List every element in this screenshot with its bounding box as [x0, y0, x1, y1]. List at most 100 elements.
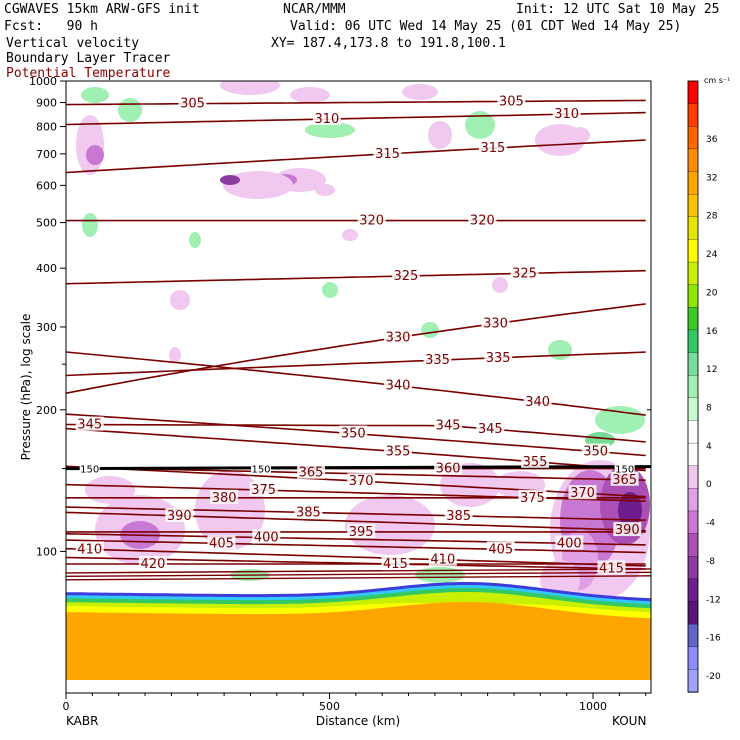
velocity-blob: [85, 476, 135, 504]
left-station-label: KABR: [66, 714, 99, 728]
colorbar-swatch: [687, 465, 699, 489]
colorbar-swatch: [687, 420, 699, 444]
boundary-layer-band: [66, 602, 651, 693]
velocity-blob: [86, 145, 104, 165]
theta-label-410: 410: [77, 542, 102, 557]
plot-frame: [65, 80, 652, 694]
colorbar-tick-label: 4: [706, 442, 712, 452]
velocity-blob: [118, 98, 142, 122]
y-tick-label: 1000: [29, 75, 57, 88]
colorbar-swatch: [687, 126, 699, 150]
y-tick-label: 600: [36, 179, 57, 192]
y-tick-label: 100: [36, 545, 57, 558]
theta-label-390: 390: [615, 523, 640, 538]
field-label-boundary-layer: Boundary Layer Tracer: [6, 51, 171, 66]
theta-contour-345: [66, 423, 646, 443]
theta-label-bg: [523, 393, 552, 408]
colorbar-swatch: [687, 171, 699, 195]
theta-label-bg: [75, 416, 104, 431]
colorbar-swatch: [687, 352, 699, 376]
colorbar-swatch: [687, 80, 699, 105]
colorbar-tick-label: -4: [706, 519, 715, 529]
velocity-blob: [290, 87, 330, 103]
theta-label-bg: [381, 556, 410, 571]
colorbar-tick-label: -8: [706, 557, 715, 567]
colorbar-swatch: [687, 669, 699, 693]
theta-label-370: 370: [349, 474, 374, 489]
theta-contour-400: [66, 533, 646, 546]
theta-contour-385: [66, 506, 646, 521]
theta-contour-upper: [66, 568, 651, 574]
pv-label: 150: [80, 465, 99, 476]
model-title: CGWAVES 15km ARW-GFS init: [4, 2, 200, 17]
colorbar-swatch: [687, 397, 699, 422]
colorbar-swatch: [687, 148, 699, 173]
theta-label-bg: [210, 489, 239, 504]
colorbar-swatch: [687, 329, 699, 354]
theta-label-310: 310: [314, 112, 339, 127]
colorbar-swatch: [687, 261, 699, 286]
theta-label-bg: [384, 329, 413, 344]
x-tick-label: 1000: [579, 700, 607, 713]
theta-label-bg: [347, 523, 376, 538]
theta-contour-410: [66, 547, 646, 567]
theta-contour-355: [66, 427, 646, 472]
velocity-blob: [415, 567, 465, 583]
theta-label-350: 350: [583, 445, 608, 460]
theta-label-415: 415: [383, 557, 408, 572]
theta-label-340: 340: [525, 395, 550, 410]
colorbar-swatch: [687, 601, 699, 625]
colorbar-tick-label: 8: [706, 404, 712, 414]
velocity-blob: [428, 121, 452, 149]
theta-label-400: 400: [557, 536, 582, 551]
right-station-label: KOUN: [612, 714, 647, 728]
forecast-hour: Fcst: 90 h: [4, 19, 98, 34]
y-tick-label: 800: [36, 121, 57, 134]
theta-label-405: 405: [209, 536, 234, 551]
theta-label-315: 315: [375, 147, 400, 162]
theta-label-bg: [75, 541, 104, 556]
x-tick-label: 500: [319, 700, 340, 713]
velocity-blob: [169, 347, 181, 363]
velocity-blob: [548, 340, 572, 360]
y-tick-label: 400: [36, 262, 57, 275]
theta-label-345: 345: [77, 418, 102, 433]
theta-label-bg: [510, 265, 539, 280]
theta-label-bg: [484, 349, 513, 364]
theta-label-320: 320: [359, 214, 384, 229]
theta-label-bg: [252, 529, 281, 544]
colorbar-tick-label: 12: [706, 365, 717, 375]
theta-label-bg: [476, 421, 505, 436]
pv-label: 150: [615, 465, 634, 476]
theta-label-405: 405: [488, 542, 513, 557]
theta-label-320: 320: [470, 214, 495, 229]
theta-contour-390: [66, 511, 646, 532]
y-tick-label: 500: [36, 217, 57, 230]
velocity-blob: [305, 122, 355, 138]
theta-contour-330: [66, 303, 646, 394]
theta-contour-305: [66, 99, 646, 106]
x-axis-label: Distance (km): [316, 714, 400, 728]
colorbar-tick-label: 24: [706, 250, 718, 260]
theta-label-420: 420: [141, 557, 166, 572]
theta-label-bg: [581, 443, 610, 458]
colorbar-swatch: [687, 239, 699, 263]
theta-label-bg: [497, 93, 526, 108]
theta-label-bg: [555, 535, 584, 550]
theta-label-bg: [294, 504, 323, 519]
velocity-blob: [170, 290, 190, 310]
theta-label-bg: [610, 471, 639, 486]
theta-label-bg: [339, 425, 368, 440]
theta-label-bg: [486, 541, 515, 556]
theta-label-330: 330: [483, 317, 508, 332]
y-tick-label: 900: [36, 97, 57, 110]
colorbar-swatch: [687, 307, 699, 331]
theta-label-305: 305: [499, 94, 524, 109]
theta-label-390: 390: [167, 509, 192, 524]
theta-label-325: 325: [394, 269, 419, 284]
theta-label-bg: [178, 95, 207, 110]
theta-label-375: 375: [520, 491, 545, 506]
colorbar-swatch: [687, 533, 699, 557]
pv-label-bg: [251, 463, 271, 474]
theta-contour-340: [66, 351, 646, 416]
